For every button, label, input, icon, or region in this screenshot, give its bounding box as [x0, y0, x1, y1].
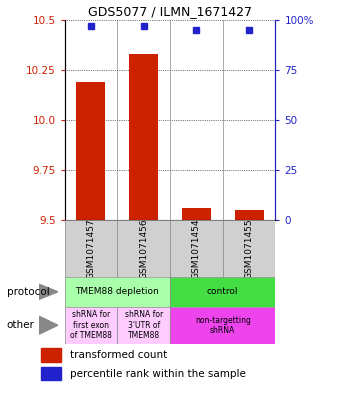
Bar — [170, 220, 223, 277]
Bar — [65, 307, 117, 344]
Text: protocol: protocol — [7, 287, 50, 297]
Text: shRNA for
3'UTR of
TMEM88: shRNA for 3'UTR of TMEM88 — [124, 310, 163, 340]
Text: transformed count: transformed count — [70, 350, 167, 360]
Polygon shape — [39, 284, 58, 299]
Bar — [41, 349, 61, 362]
Text: TMEM88 depletion: TMEM88 depletion — [75, 287, 159, 296]
Text: other: other — [7, 320, 35, 330]
Bar — [170, 307, 275, 344]
Text: GSM1071455: GSM1071455 — [244, 218, 254, 279]
Title: GDS5077 / ILMN_1671427: GDS5077 / ILMN_1671427 — [88, 6, 252, 18]
Text: GSM1071456: GSM1071456 — [139, 218, 148, 279]
Text: control: control — [207, 287, 238, 296]
Bar — [65, 220, 117, 277]
Bar — [117, 307, 170, 344]
Bar — [223, 220, 275, 277]
Bar — [65, 277, 170, 307]
Bar — [76, 82, 105, 220]
Bar — [117, 220, 170, 277]
Bar — [129, 54, 158, 220]
Bar — [182, 208, 211, 220]
Text: shRNA for
first exon
of TMEM88: shRNA for first exon of TMEM88 — [70, 310, 112, 340]
Polygon shape — [39, 316, 58, 334]
Text: GSM1071457: GSM1071457 — [86, 218, 96, 279]
Bar — [41, 367, 61, 380]
Text: non-targetting
shRNA: non-targetting shRNA — [195, 316, 251, 335]
Bar — [170, 277, 275, 307]
Text: GSM1071454: GSM1071454 — [192, 219, 201, 279]
Bar — [235, 210, 264, 220]
Text: percentile rank within the sample: percentile rank within the sample — [70, 369, 245, 379]
